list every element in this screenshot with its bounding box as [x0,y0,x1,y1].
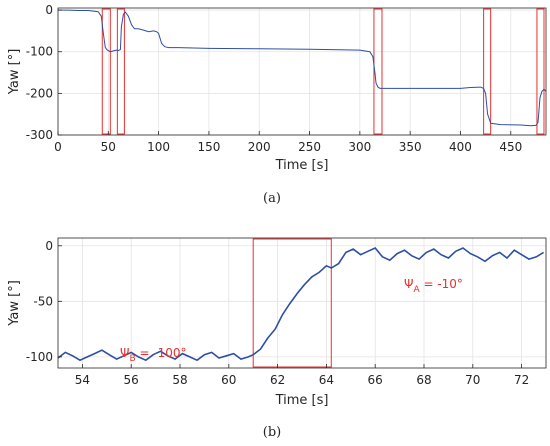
plot-b-yaw-line [57,247,545,362]
x-tick-label: 200 [248,140,271,154]
plot-b-frame [57,237,547,369]
y-tick-label: -200 [26,86,53,100]
y-tick-label: -100 [26,350,53,364]
x-tick-label: 56 [124,373,139,387]
x-tick-label: 150 [197,140,220,154]
plot-b-caption: (b) [263,425,281,440]
plot-b-highlights [252,238,332,368]
plot-a-x-label: Time [s] [275,158,329,173]
plot-a-highlights [101,8,545,135]
plot-a-frame [57,7,547,136]
plot-b-grid [58,238,546,368]
annotation-psi-a: ΨA = -10° [404,277,463,295]
x-tick-label: 450 [499,140,522,154]
highlight-box [252,238,332,368]
x-tick-label: 58 [172,373,187,387]
plot-a-x-ticks: 0 50 100 150 200 250 300 350 400 450 [54,131,522,154]
highlight-box [536,8,545,135]
plot-a-grid [57,8,546,136]
plot-b-x-ticks: 54 56 58 60 62 64 66 68 70 72 [75,364,529,387]
plot-b: 54 56 58 60 62 64 66 68 70 72 0 -50 -100 Time [s] Y… [7,237,547,440]
x-tick-label: 250 [298,140,321,154]
x-tick-label: 400 [449,140,472,154]
highlight-box [116,8,125,135]
plot-b-x-label: Time [s] [275,393,329,408]
y-tick-label: -300 [26,128,53,142]
highlight-box [373,8,383,135]
highlight-box [101,8,111,135]
y-tick-label: -100 [26,45,53,59]
y-tick-label: 0 [45,3,53,17]
plot-a-yaw-line [58,9,547,127]
y-tick-label: -50 [33,294,53,308]
x-tick-label: 300 [348,140,371,154]
y-tick-label: 0 [45,239,53,253]
x-tick-label: 100 [147,140,170,154]
x-tick-label: 350 [399,140,422,154]
plot-a-y-label: Yaw [°] [7,49,22,96]
x-tick-label: 62 [270,373,285,387]
x-tick-label: 0 [54,140,62,154]
x-tick-label: 68 [416,373,431,387]
x-tick-label: 66 [368,373,383,387]
plot-a: 0 50 100 150 200 250 300 350 400 450 0 -100 -200 -30… [7,3,547,206]
plot-b-y-label: Yaw [°] [7,280,22,327]
x-tick-label: 64 [319,373,334,387]
x-tick-label: 60 [221,373,236,387]
highlight-box [483,8,492,135]
plot-b-y-ticks: 0 -50 -100 [26,239,62,364]
x-tick-label: 50 [101,140,116,154]
plot-a-y-ticks: 0 -100 -200 -300 [26,3,62,142]
x-tick-label: 54 [75,373,90,387]
x-tick-label: 72 [514,373,529,387]
x-tick-label: 70 [465,373,480,387]
plot-a-caption: (a) [263,191,281,206]
annotation-psi-b: ΨB = -100° [120,346,187,364]
